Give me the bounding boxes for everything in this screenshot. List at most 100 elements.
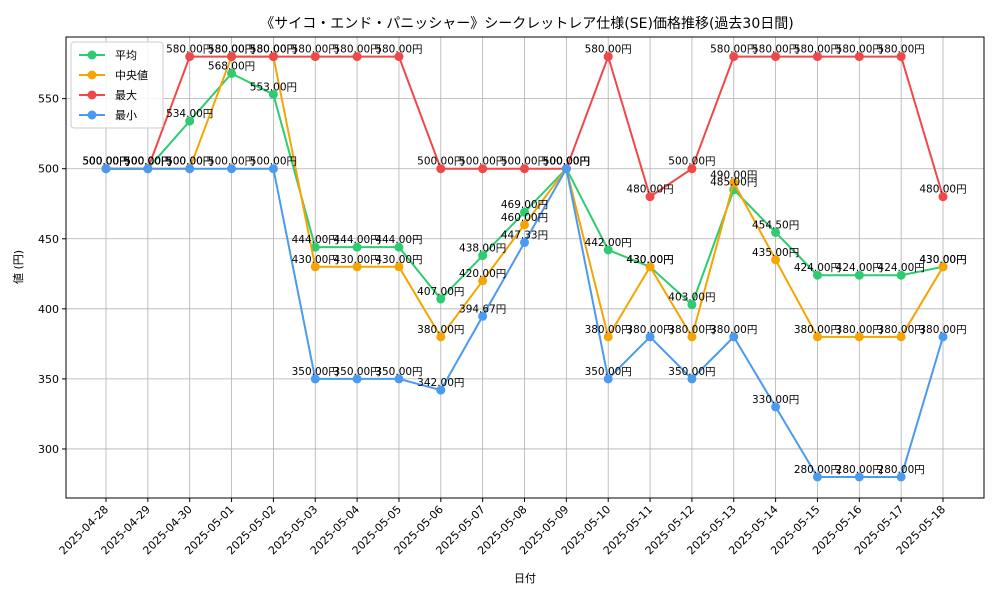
y-tick-label: 500 [38,163,59,176]
data-label: 500.00円 [417,156,464,168]
data-label: 350.00円 [668,366,715,378]
data-label: 500.00円 [166,156,213,168]
data-point [352,374,362,384]
data-label: 430.00円 [919,254,966,266]
data-point [938,262,948,272]
data-point [268,52,278,62]
data-point [812,472,822,482]
data-label: 430.00円 [626,254,673,266]
data-label: 490.00円 [710,170,757,182]
data-label: 438.00円 [459,243,506,255]
data-label: 394.67円 [459,303,506,315]
data-point [603,332,613,342]
data-point [645,262,655,272]
legend-marker [87,90,97,100]
data-point [227,68,237,78]
data-label: 444.00円 [333,234,380,246]
data-point [687,300,697,310]
data-label: 500.00円 [208,156,255,168]
data-point [771,255,781,265]
data-point [854,472,864,482]
data-point [394,242,404,252]
data-label: 580.00円 [878,44,925,56]
data-point [854,332,864,342]
data-point [352,242,362,252]
data-point [938,332,948,342]
data-label: 380.00円 [585,324,632,336]
data-point [185,164,195,174]
data-point [310,52,320,62]
y-tick-label: 550 [38,93,59,106]
data-point [478,276,488,286]
y-tick-label: 350 [38,373,59,386]
data-label: 460.00円 [501,212,548,224]
data-label: 380.00円 [668,324,715,336]
data-label: 407.00円 [417,286,464,298]
data-label: 424.00円 [836,262,883,274]
y-axis-title: 値 (円) [12,250,25,284]
data-point [854,270,864,280]
data-label: 500.00円 [668,156,715,168]
data-point [268,89,278,99]
data-point [812,270,822,280]
data-point [520,164,529,174]
data-label: 424.00円 [794,262,841,274]
data-label: 380.00円 [417,324,464,336]
data-point [520,220,529,230]
data-point [478,164,488,174]
data-point [352,262,362,272]
legend-marker [87,110,97,120]
data-point [645,192,655,202]
data-label: 500.00円 [124,156,171,168]
data-point [101,164,111,174]
data-point [185,52,195,62]
data-point [771,227,781,237]
data-label: 500.00円 [124,156,171,168]
data-point [143,164,153,174]
data-label: 444.00円 [292,234,339,246]
legend-marker [87,50,97,60]
data-label: 580.00円 [208,44,255,56]
data-label: 500.00円 [124,156,171,168]
legend-label: 最小 [115,109,137,122]
data-point [310,374,320,384]
data-label: 568.00円 [208,60,255,72]
y-tick-label: 400 [38,303,59,316]
data-point [520,238,529,248]
data-label: 580.00円 [333,44,380,56]
data-label: 350.00円 [375,366,422,378]
data-point [896,270,906,280]
data-label: 280.00円 [794,464,841,476]
data-label: 500.00円 [82,156,129,168]
data-labels: 500.00円500.00円534.00円568.00円553.00円444.0… [82,44,966,476]
data-label: 430.00円 [333,254,380,266]
legend-label: 最大 [115,88,137,102]
data-label: 435.00円 [752,247,799,259]
data-point [394,262,404,272]
legend-label: 中央値 [115,69,148,82]
data-label: 480.00円 [626,184,673,196]
data-label: 430.00円 [292,254,339,266]
legend-marker [87,70,97,80]
data-label: 350.00円 [292,366,339,378]
data-label: 580.00円 [794,44,841,56]
data-label: 485.00円 [710,177,757,189]
data-label: 500.00円 [166,156,213,168]
data-label: 500.00円 [543,156,590,168]
data-label: 580.00円 [375,44,422,56]
data-label: 280.00円 [836,464,883,476]
data-point [854,52,864,62]
data-point [436,164,446,174]
legend-box [70,41,164,129]
data-label: 430.00円 [626,254,673,266]
data-point [729,178,739,188]
data-label: 330.00円 [752,394,799,406]
data-point [938,192,948,202]
data-label: 430.00円 [375,254,422,266]
data-point [812,52,822,62]
data-point [227,164,237,174]
data-label: 534.00円 [166,108,213,120]
data-label: 454.50円 [752,219,799,231]
